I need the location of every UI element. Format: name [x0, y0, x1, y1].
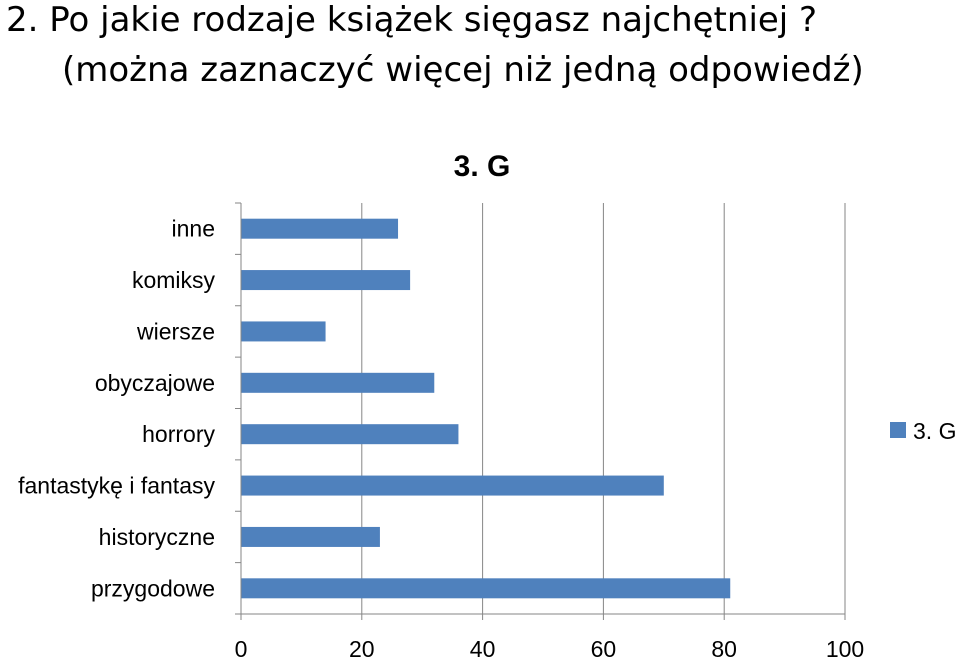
legend-label: 3. G — [913, 418, 956, 444]
bar — [241, 526, 380, 547]
bar — [241, 475, 664, 496]
bar — [241, 321, 326, 342]
bar — [241, 218, 399, 239]
category-label: komiksy — [132, 267, 216, 293]
category-label: fantastykę i fantasy — [18, 473, 215, 499]
bar — [241, 578, 731, 599]
category-label: wiersze — [136, 318, 215, 344]
question-subtitle: (można zaznaczyć więcej niż jedną odpowi… — [62, 50, 864, 90]
legend-swatch — [890, 422, 906, 438]
x-tick-label: 100 — [826, 636, 864, 659]
category-label: historyczne — [99, 524, 215, 550]
bar — [241, 372, 435, 393]
legend: 3. G — [890, 418, 956, 444]
x-tick-label: 60 — [591, 636, 617, 659]
question-title: 2. Po jakie rodzaje książek sięgasz najc… — [6, 0, 818, 40]
category-labels: inne komiksy wiersze obyczajowe horrory fanta… — [18, 216, 215, 602]
bars — [241, 218, 731, 599]
x-tick-label: 0 — [235, 636, 248, 659]
bar — [241, 270, 411, 291]
tick-labels: 0 20 40 60 80 100 — [235, 636, 865, 659]
gridlines — [240, 203, 846, 620]
category-label: horrory — [142, 421, 215, 447]
x-tick-label: 20 — [349, 636, 375, 659]
chart-title: 3. G — [454, 150, 511, 183]
category-label: inne — [172, 216, 215, 242]
category-label: przygodowe — [91, 575, 215, 601]
bar — [241, 424, 459, 445]
x-tick-label: 80 — [711, 636, 737, 659]
x-tick-label: 40 — [470, 636, 496, 659]
axes — [235, 202, 845, 615]
category-label: obyczajowe — [95, 370, 215, 396]
